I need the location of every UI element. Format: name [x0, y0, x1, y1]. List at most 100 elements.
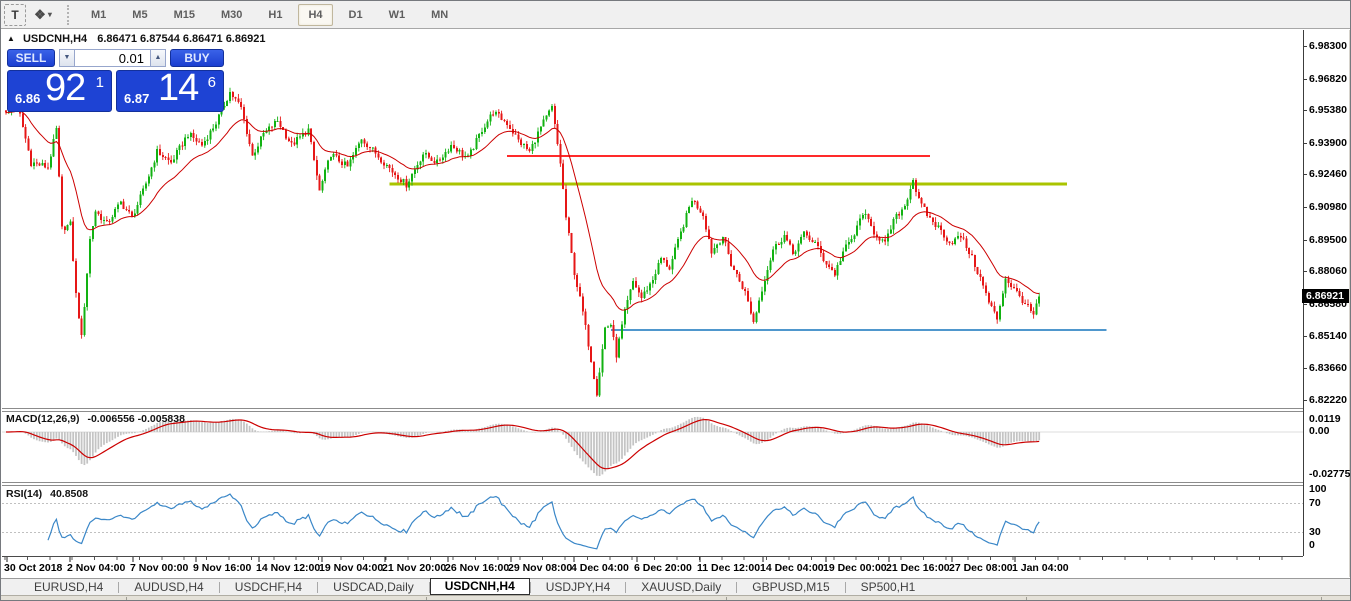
chart-tab-usdcad[interactable]: USDCAD,Daily	[333, 580, 414, 594]
pane-separator[interactable]	[2, 482, 1303, 486]
sell-quote-button[interactable]: 6.86 92 1	[7, 70, 112, 112]
toolbar-separator	[67, 4, 72, 25]
bottom-edge-notch	[1026, 597, 1027, 600]
one-click-trading-panel: SELL ▼ 0.01 ▲ BUY 6.86 92 1 6.87 14 6	[7, 49, 224, 113]
timeframe-button-h4[interactable]: H4	[298, 3, 333, 26]
macd-axis-label: 0.00	[1309, 425, 1330, 437]
time-axis-label: 19 Nov 04:00	[319, 562, 384, 574]
timeframe-group: M1 M5 M15 M30 H1 H4 D1 W1 MN	[81, 3, 458, 26]
timeframe-button-m30[interactable]: M30	[211, 4, 252, 26]
timeframe-button-m15[interactable]: M15	[164, 4, 205, 26]
chart-tab-usdchf[interactable]: USDCHF,H4	[234, 580, 303, 594]
rsi-label: RSI(14) 40.8508	[6, 488, 88, 500]
tab-separator	[118, 581, 120, 593]
timeframe-button-h1[interactable]: H1	[258, 4, 292, 26]
timeframe-button-mn[interactable]: MN	[421, 4, 458, 26]
price-chart-canvas[interactable]	[2, 30, 1303, 408]
chevron-down-icon: ▾	[47, 10, 52, 19]
objects-tool-icon: ❖	[34, 6, 46, 22]
objects-tool-button[interactable]: ❖ ▾	[26, 4, 60, 26]
tab-separator	[736, 581, 738, 593]
chart-tab-gbpusd[interactable]: GBPUSD,M15	[752, 580, 830, 594]
price-tick-mark	[1303, 143, 1307, 144]
bottom-edge-notch	[426, 597, 427, 600]
current-price-tag: 6.86921	[1302, 289, 1349, 303]
price-axis-label: 6.93900	[1309, 137, 1347, 149]
time-axis-label: 9 Nov 16:00	[193, 562, 252, 574]
price-axis-label: 6.88060	[1309, 265, 1347, 277]
volume-stepper: ▼ 0.01 ▲	[59, 49, 166, 67]
macd-panel-canvas[interactable]	[2, 412, 1303, 482]
chart-title: ▲ USDCNH,H4 6.86471 6.87544 6.86471 6.86…	[7, 33, 265, 45]
bottom-edge-notch	[1321, 597, 1322, 600]
time-axis-label: 29 Nov 08:00	[508, 562, 573, 574]
price-axis-label: 6.82220	[1309, 394, 1347, 406]
price-tick-mark	[1303, 46, 1307, 47]
buy-quote-button[interactable]: 6.87 14 6	[116, 70, 224, 112]
price-tick-mark	[1303, 304, 1307, 305]
chart-tab-audusd[interactable]: AUDUSD,H4	[134, 580, 204, 594]
collapse-triangle-icon[interactable]: ▲	[7, 34, 15, 43]
chart-tab-eurusd[interactable]: EURUSD,H4	[34, 580, 104, 594]
macd-signal-line	[6, 418, 1040, 470]
time-axis-label: 21 Dec 16:00	[886, 562, 950, 574]
rsi-axis-label: 100	[1309, 483, 1327, 495]
chart-tab-sp500[interactable]: SP500,H1	[860, 580, 916, 594]
chart-tab-usdcnh[interactable]: USDCNH,H4	[429, 578, 530, 595]
volume-decrease-button[interactable]: ▼	[59, 49, 75, 67]
timeframe-button-m5[interactable]: M5	[122, 4, 157, 26]
chart-ohlc-values: 6.86471 6.87544 6.86471 6.86921	[97, 33, 266, 45]
tab-separator	[529, 581, 531, 593]
price-tick-mark	[1303, 400, 1307, 401]
rsi-panel-canvas[interactable]	[2, 486, 1303, 556]
rsi-line	[47, 493, 1040, 550]
chart-tab-xauusd[interactable]: XAUUSD,Daily	[641, 580, 722, 594]
price-axis-label: 6.92460	[1309, 168, 1347, 180]
time-axis-label: 30 Oct 2018	[4, 562, 63, 574]
price-tick-mark	[1303, 368, 1307, 369]
rsi-axis-label: 30	[1309, 526, 1321, 538]
time-axis-label: 14 Dec 04:00	[760, 562, 824, 574]
macd-name: MACD(12,26,9)	[6, 413, 80, 425]
chart-tab-bar: EURUSD,H4 AUDUSD,H4 USDCHF,H4 USDCAD,Daily U…	[1, 578, 1350, 595]
timeframe-button-m1[interactable]: M1	[81, 4, 116, 26]
sell-price-prefix: 6.86	[15, 91, 41, 106]
price-axis-label: 6.98300	[1309, 40, 1347, 52]
time-tick-canvas	[4, 557, 1283, 562]
price-tick-mark	[1303, 271, 1307, 272]
tab-separator	[317, 581, 319, 593]
rsi-value: 40.8508	[50, 488, 89, 500]
volume-input[interactable]: 0.01	[75, 49, 150, 67]
price-tick-mark	[1303, 240, 1307, 241]
volume-increase-button[interactable]: ▲	[150, 49, 166, 67]
top-toolbar: T ❖ ▾ M1 M5 M15 M30 H1 H4 D1 W1 MN	[1, 1, 1350, 29]
window-bottom-edge	[1, 595, 1350, 600]
chart-symbol-label: USDCNH,H4	[22, 33, 88, 45]
time-axis[interactable]: 30 Oct 2018 2 Nov 04:00 7 Nov 00:00 9 Nov 1…	[2, 556, 1303, 577]
rsi-axis-label: 0	[1309, 539, 1315, 551]
window-right-edge	[1349, 30, 1350, 577]
price-tick-mark	[1303, 110, 1307, 111]
chart-tab-usdjpy[interactable]: USDJPY,H4	[545, 580, 611, 594]
pane-separator[interactable]	[2, 408, 1303, 412]
price-axis-label: 6.96820	[1309, 73, 1347, 85]
time-axis-label: 26 Nov 16:00	[445, 562, 510, 574]
buy-button[interactable]: BUY	[170, 49, 224, 67]
macd-label: MACD(12,26,9) -0.006556 -0.005838	[6, 413, 185, 425]
buy-price-prefix: 6.87	[124, 91, 150, 106]
bottom-edge-notch	[126, 597, 127, 600]
time-axis-label: 7 Nov 00:00	[130, 562, 189, 574]
sell-button[interactable]: SELL	[7, 49, 55, 67]
text-tool-button[interactable]: T	[4, 3, 26, 26]
tab-separator	[844, 581, 846, 593]
chart-window: ▲ USDCNH,H4 6.86471 6.87544 6.86471 6.86…	[2, 30, 1350, 577]
timeframe-button-d1[interactable]: D1	[339, 4, 373, 26]
time-axis-label: 21 Nov 20:00	[382, 562, 447, 574]
tab-separator	[428, 581, 430, 593]
time-axis-label: 14 Nov 12:00	[256, 562, 321, 574]
price-axis-label: 6.89500	[1309, 234, 1347, 246]
price-tick-mark	[1303, 174, 1307, 175]
price-tick-mark	[1303, 336, 1307, 337]
timeframe-button-w1[interactable]: W1	[379, 4, 416, 26]
